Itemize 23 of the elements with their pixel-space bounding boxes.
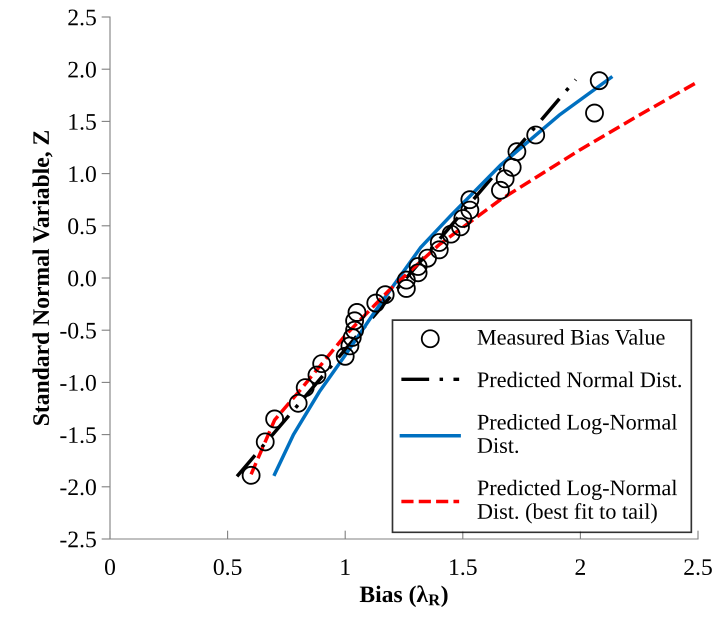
- x-tick-label: 2: [576, 559, 585, 575]
- y-tick-label: 2.5: [68, 10, 96, 26]
- x-tick-label: 1: [341, 559, 350, 575]
- y-tick-label: -2.0: [60, 479, 96, 496]
- y-tick-label: 1.0: [69, 166, 96, 182]
- legend-label: Measured Bias Value: [478, 329, 665, 345]
- x-tick-label: 2.5: [684, 559, 712, 576]
- y-tick-label: -2.5: [60, 532, 96, 548]
- legend-label: Predicted Log-Normal Dist. (best fit to tail): [478, 480, 678, 524]
- y-tick-label: -1.0: [60, 374, 96, 391]
- y-tick-label: -0.5: [60, 322, 96, 339]
- x-tick-label: 0: [104, 559, 116, 576]
- y-tick-label: -1.5: [60, 427, 96, 444]
- y-tick-label: 2.0: [68, 62, 96, 78]
- legend-label: Predicted Normal Dist.: [478, 372, 681, 388]
- x-axis-title: Bias (λ$_{R}$): [360, 585, 448, 608]
- y-axis-title: Standard Normal Variable, Z: [32, 130, 52, 425]
- y-tick-label: 0.0: [68, 270, 96, 287]
- legend-label: Predicted Log-Normal Dist.: [478, 414, 678, 454]
- y-tick-label: 1.5: [69, 114, 96, 130]
- x-tick-label: 0.5: [214, 559, 242, 576]
- x-tick-label: 1.5: [450, 559, 477, 576]
- y-tick-label: 0.5: [68, 218, 96, 234]
